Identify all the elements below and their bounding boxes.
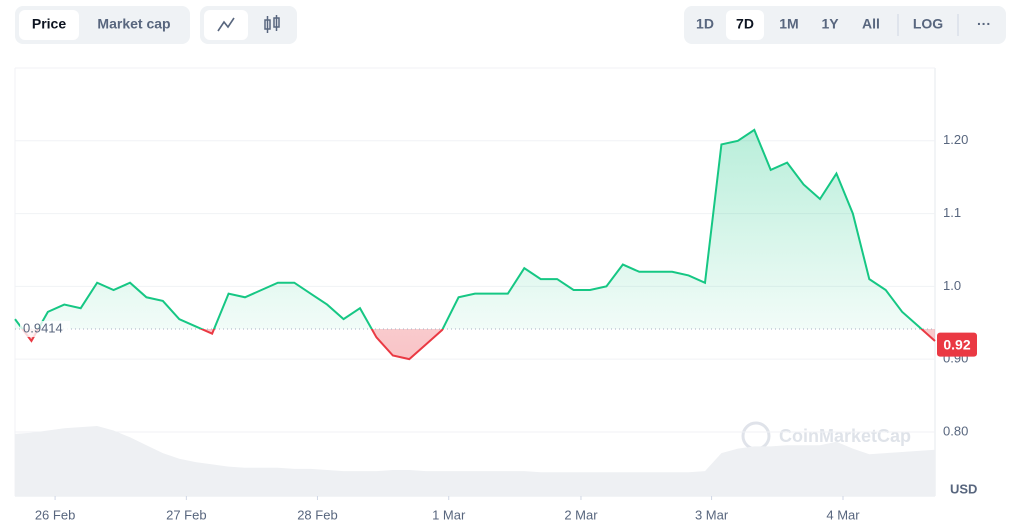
- range-button[interactable]: LOG: [913, 16, 943, 32]
- volume-area: [15, 426, 935, 496]
- y-tick-label: 1.20: [943, 132, 968, 147]
- watermark-text: CoinMarketCap: [779, 426, 911, 446]
- currency-label: USD: [950, 481, 977, 496]
- range-button[interactable]: All: [862, 16, 880, 32]
- range-button[interactable]: 1Y: [821, 16, 839, 32]
- line-icon: [217, 17, 235, 32]
- tab-market-cap[interactable]: Market cap: [97, 16, 170, 32]
- range-active: [726, 10, 764, 40]
- range-group: [684, 6, 1006, 44]
- candle-icon[interactable]: [264, 15, 280, 33]
- tab-active: [19, 10, 79, 40]
- y-tick-label: 1.1: [943, 205, 961, 220]
- x-tick-label: 1 Mar: [432, 507, 466, 522]
- range-button[interactable]: 1M: [779, 16, 798, 32]
- x-tick-label: 4 Mar: [826, 507, 860, 522]
- baseline-label-bg: [20, 321, 70, 338]
- y-tick-label: 0.80: [943, 423, 968, 438]
- price-line-up: [14, 128, 924, 330]
- x-tick-label: 2 Mar: [564, 507, 598, 522]
- tab-price[interactable]: Price: [32, 16, 66, 32]
- more-button[interactable]: ···: [977, 16, 991, 32]
- x-tick-label: 27 Feb: [166, 507, 206, 522]
- y-tick-label: 1.0: [943, 278, 961, 293]
- area-up: [15, 129, 922, 330]
- current-price-label: 0.92: [943, 336, 970, 352]
- range-button[interactable]: 7D: [736, 16, 754, 32]
- baseline-label: 0.9414: [23, 320, 63, 335]
- x-tick-label: 26 Feb: [35, 507, 75, 522]
- x-tick-label: 3 Mar: [695, 507, 729, 522]
- range-button[interactable]: 1D: [696, 16, 714, 32]
- x-tick-label: 28 Feb: [297, 507, 337, 522]
- current-price-tag: [937, 332, 977, 357]
